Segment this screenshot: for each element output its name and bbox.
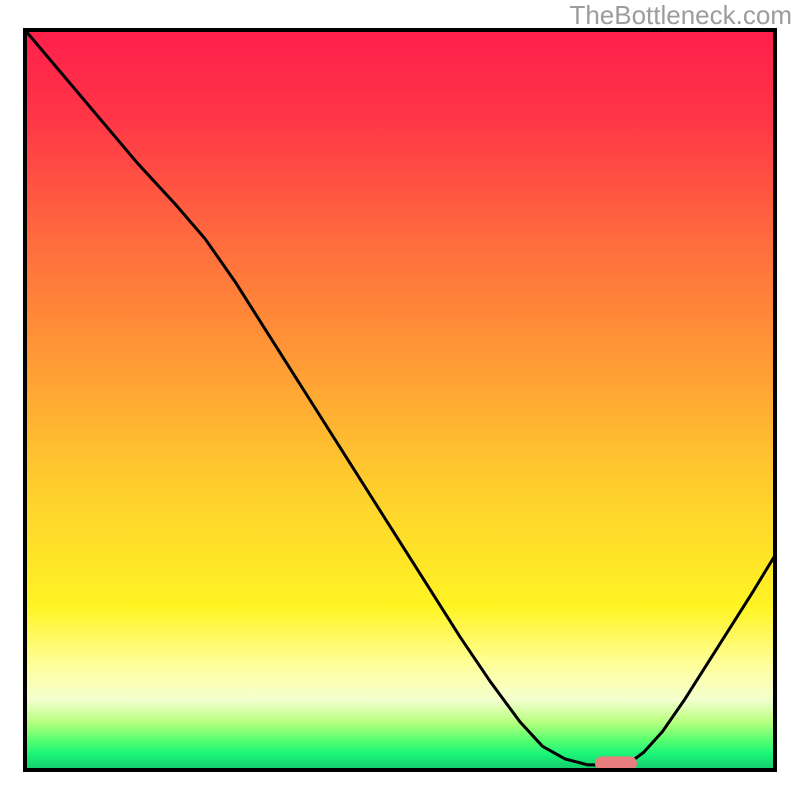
chart-wrap: TheBottleneck.com xyxy=(0,0,800,800)
plot-background xyxy=(25,30,775,770)
plot-area xyxy=(25,30,775,770)
bottleneck-chart xyxy=(0,0,800,800)
watermark-text: TheBottleneck.com xyxy=(569,0,792,31)
